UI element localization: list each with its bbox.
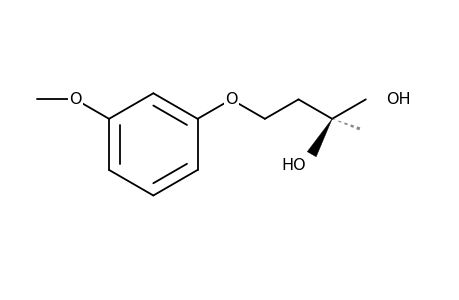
- Text: O: O: [69, 92, 82, 107]
- Text: OH: OH: [386, 92, 410, 107]
- Text: HO: HO: [280, 158, 305, 173]
- Text: O: O: [224, 92, 237, 107]
- Polygon shape: [307, 119, 331, 157]
